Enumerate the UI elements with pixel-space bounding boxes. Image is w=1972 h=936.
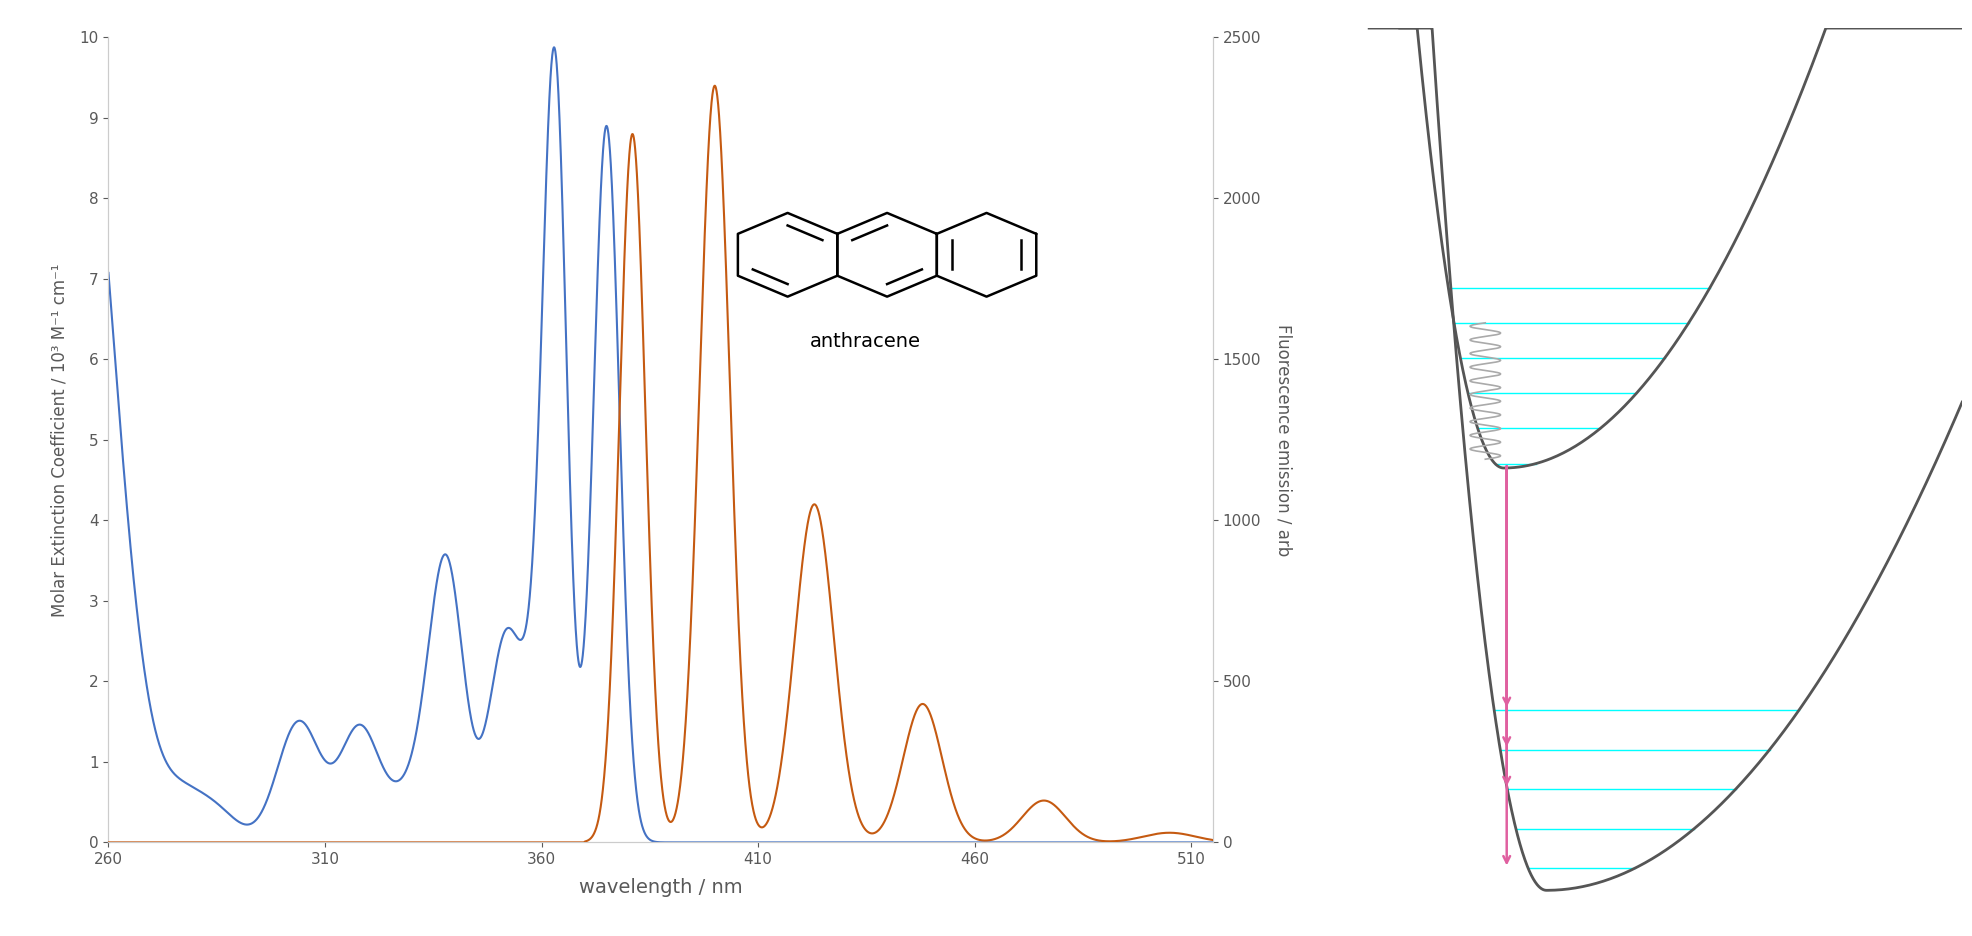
Y-axis label: Fluorescence emission / arb: Fluorescence emission / arb [1274, 324, 1294, 556]
Y-axis label: Molar Extinction Coefficient / 10³ M⁻¹ cm⁻¹: Molar Extinction Coefficient / 10³ M⁻¹ c… [51, 263, 69, 617]
Text: anthracene: anthracene [809, 332, 921, 351]
X-axis label: wavelength / nm: wavelength / nm [580, 878, 741, 898]
